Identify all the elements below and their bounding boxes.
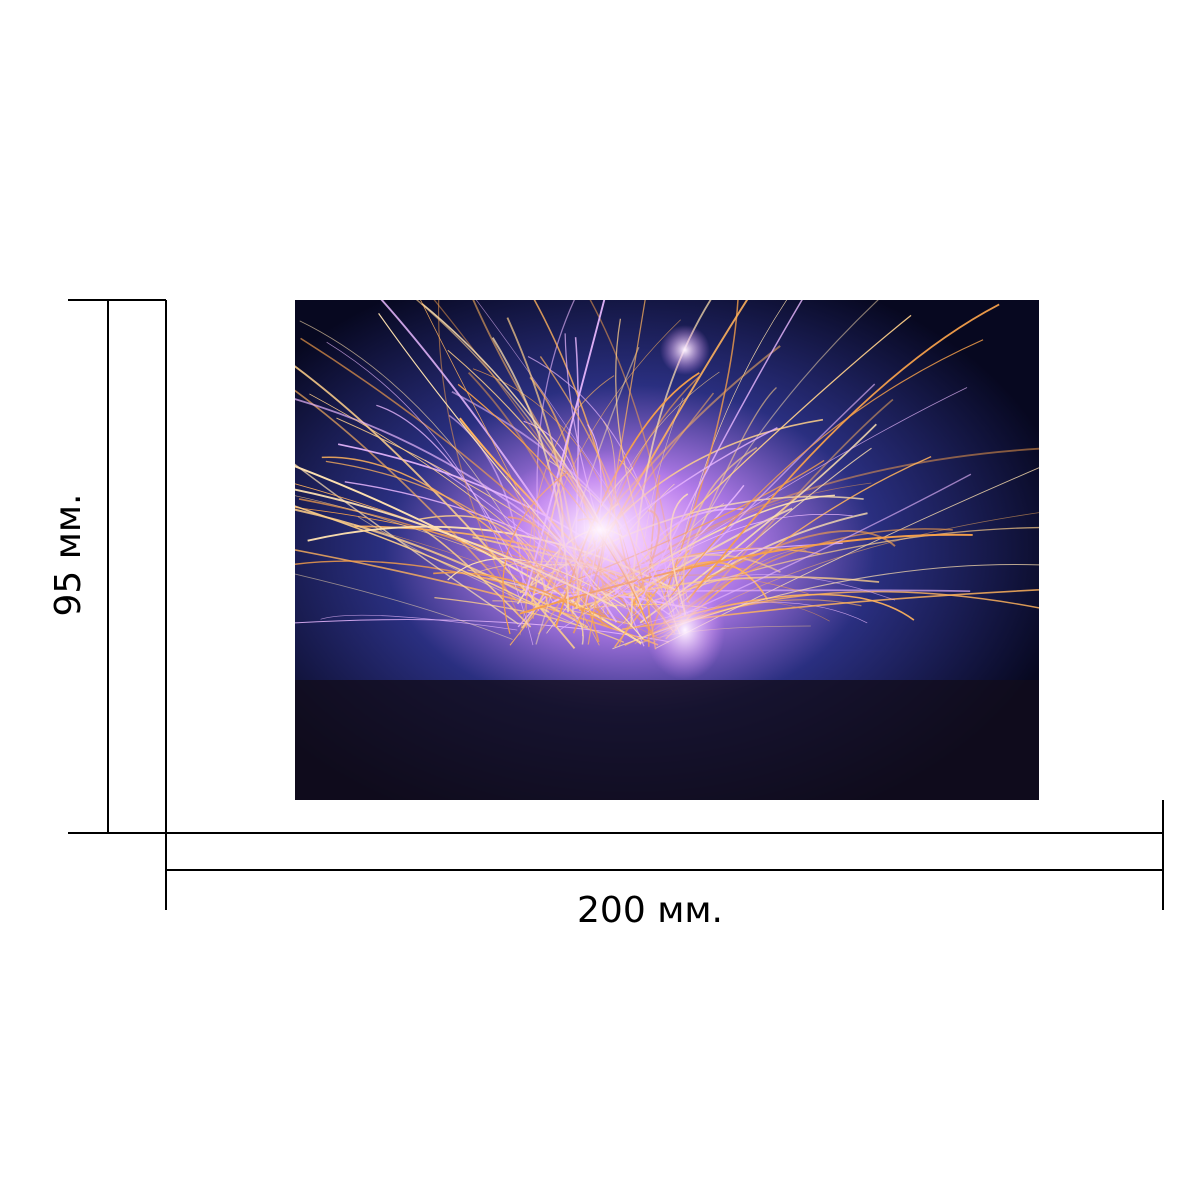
- spark: [434, 596, 625, 643]
- spark: [295, 505, 550, 613]
- spark: [295, 365, 576, 649]
- glow: [645, 580, 725, 680]
- spark: [681, 530, 896, 595]
- spark: [295, 508, 589, 629]
- spark: [326, 341, 534, 646]
- height-label: 95 мм.: [48, 493, 89, 616]
- spark: [437, 300, 520, 617]
- spark: [320, 614, 518, 631]
- glow: [490, 450, 710, 610]
- spark: [668, 447, 872, 615]
- spark: [686, 303, 1000, 603]
- spark: [295, 573, 513, 640]
- spark: [295, 389, 517, 601]
- spark: [686, 398, 894, 620]
- photo: [295, 300, 1039, 800]
- spark: [295, 619, 670, 643]
- spark: [654, 526, 1039, 601]
- ground: [295, 680, 1039, 800]
- glow: [660, 325, 710, 375]
- spark: [357, 516, 582, 628]
- spark: [295, 463, 519, 625]
- width-label: 200 мм.: [577, 890, 723, 931]
- spark: [617, 574, 896, 629]
